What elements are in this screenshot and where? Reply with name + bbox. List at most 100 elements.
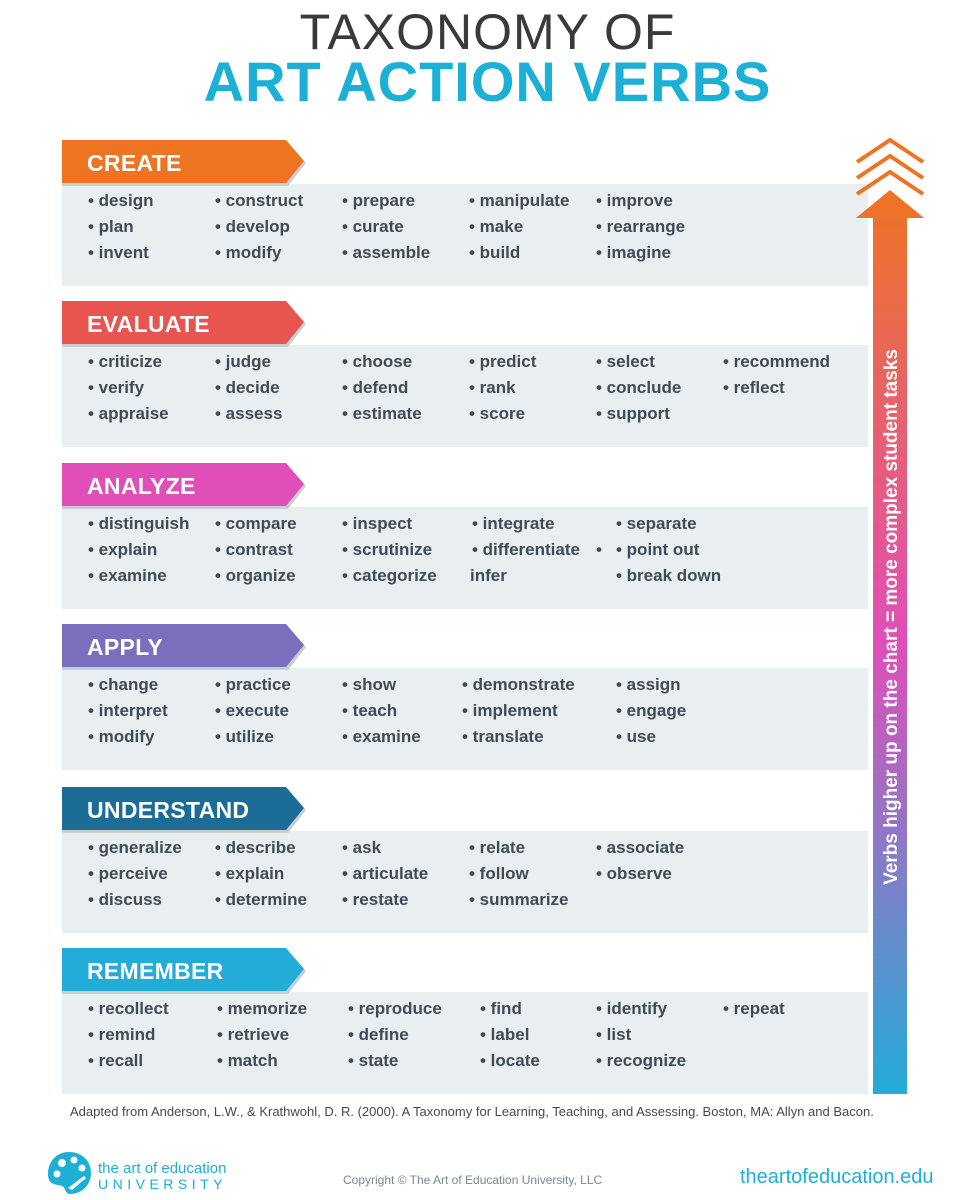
title-line-2: ART ACTION VERBS [203,50,772,113]
verb-item: • modify [215,243,282,262]
verb-item: • relate [469,838,526,857]
verb-item: • examine [88,566,167,585]
verb-item: • select [596,352,655,371]
verb-item: • appraise [88,404,169,423]
verb-item: • assemble [342,243,431,262]
verb-item: • discuss [88,890,162,909]
verb-item: • contrast [215,540,293,559]
verb-item: • rank [469,378,516,397]
verb-item: • plan [88,217,134,236]
section-banner: UNDERSTAND [62,787,306,833]
verb-panel [62,668,868,770]
verb-item: • design [88,191,154,210]
verb-item: • change [88,675,159,694]
copyright: Copyright © The Art of Education Univers… [343,1173,603,1187]
verb-item: • perceive [88,864,168,883]
verb-item: • list [596,1025,632,1044]
section-evaluate: EVALUATE • criticize • verify • appraise • j… [0,301,870,451]
verb-item: • imagine [596,243,671,262]
verb-item: • generalize [88,838,182,857]
verb-item: • retrieve [217,1025,290,1044]
verb-item: • estimate [342,404,422,423]
verb-panel [62,831,868,933]
verb-item: • construct [215,191,304,210]
verb-panel [62,345,868,447]
verb-item: • associate [596,838,685,857]
verb-item: • criticize [88,352,162,371]
verb-item: • engage [616,701,687,720]
verb-item: • inspect [342,514,413,533]
verb-item: • locate [480,1051,540,1070]
verb-item: • judge [215,352,272,371]
verb-item: • integrate [472,514,555,533]
verb-item: • verify [88,378,145,397]
section-banner: CREATE [62,140,306,186]
section-label: REMEMBER [87,958,224,984]
verb-item: • conclude [596,378,682,397]
verb-item: • point out [616,540,700,559]
university-logo [46,1150,92,1196]
verb-item: • implement [462,701,558,720]
verb-item: • break down [616,566,722,585]
verb-item: • utilize [215,727,274,746]
arrow-caption: Verbs higher up on the chart = more comp… [881,349,902,885]
citation: Adapted from Anderson, L.W., & Krathwohl… [70,1104,874,1119]
section-remember: REMEMBER • recollect • remind • recall • mem… [0,948,870,1098]
verb-item: • manipulate [469,191,570,210]
verb-item: • choose [342,352,413,371]
verb-item: • predict [469,352,537,371]
section-banner: REMEMBER [62,948,306,994]
verb-item: • determine [215,890,307,909]
logo-text-line-2: UNIVERSITY [98,1176,228,1192]
verb-item: • invent [88,243,149,262]
verb-item: • differentiate [472,540,580,559]
verb-panel [62,184,868,286]
verb-item: • recommend [723,352,831,371]
verb-item: • practice [215,675,291,694]
website-link[interactable]: theartofeducation.edu [740,1166,934,1188]
verb-item: • reflect [723,378,785,397]
verb-item: • label [480,1025,530,1044]
verb-item: • describe [215,838,296,857]
verb-item: • define [348,1025,409,1044]
section-create: CREATE • design • plan • invent • construct •… [0,140,870,290]
verb-item: • support [596,404,670,423]
verb-item: • recall [88,1051,144,1070]
verb-item: • show [342,675,397,694]
verb-item: • make [469,217,524,236]
verb-item: • rearrange [596,217,686,236]
verb-item: infer [470,566,507,585]
section-banner: ANALYZE [62,463,306,509]
verb-item: • execute [215,701,289,720]
verb-item: • interpret [88,701,168,720]
verb-item: • scrutinize [342,540,433,559]
verb-item: • prepare [342,191,416,210]
section-understand: UNDERSTAND • generalize • perceive • discus… [0,787,870,937]
verb-item: • improve [596,191,673,210]
verb-item: • compare [215,514,297,533]
verb-item: • assess [215,404,283,423]
verb-item: • defend [342,378,409,397]
section-label: APPLY [87,634,164,660]
verb-item: • categorize [342,566,437,585]
verb-item: • separate [616,514,697,533]
title-line-1: TAXONOMY OF [299,4,676,60]
section-label: EVALUATE [87,311,210,337]
verb-item: • use [616,727,656,746]
verb-item: • recollect [88,999,169,1018]
verb-item: • distinguish [88,514,190,533]
verb-item: • follow [469,864,529,883]
verb-item: • demonstrate [462,675,575,694]
verb-item: • reproduce [348,999,442,1018]
section-label: UNDERSTAND [87,797,250,823]
section-label: ANALYZE [87,473,196,499]
section-banner: EVALUATE [62,301,306,347]
verb-item: • summarize [469,890,569,909]
verb-item: • organize [215,566,296,585]
verb-item: • curate [342,217,404,236]
verb-item: • translate [462,727,544,746]
complexity-arrow [853,136,927,1098]
verb-item: • develop [215,217,290,236]
verb-item: • identify [596,999,668,1018]
verb-item: • examine [342,727,421,746]
